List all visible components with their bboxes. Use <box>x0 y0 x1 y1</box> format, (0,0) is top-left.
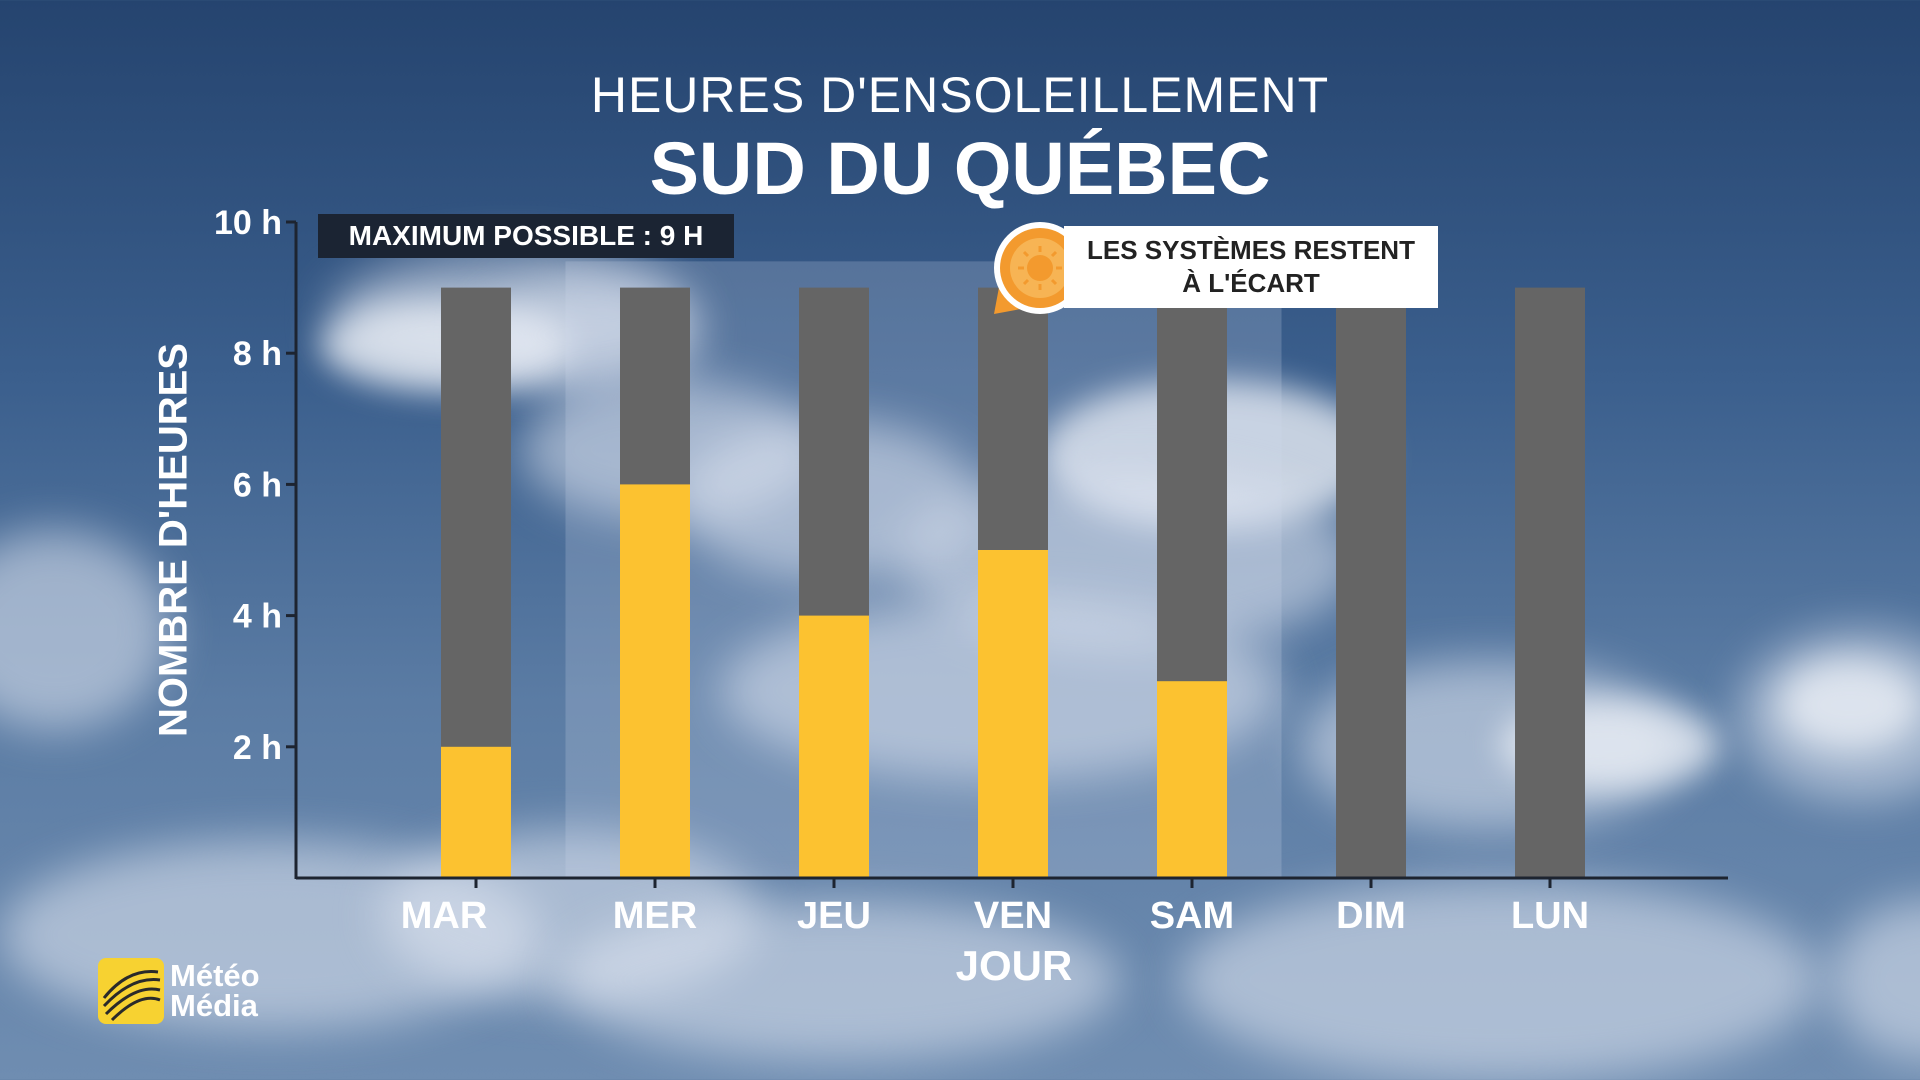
x-tick-label-mer: MER <box>613 895 697 937</box>
sun-icon <box>994 222 1086 314</box>
sunshine-bar-mer <box>620 484 690 878</box>
chart-subtitle: HEURES D'ENSOLEILLEMENT <box>590 67 1330 123</box>
sunshine-bar-ven <box>978 550 1048 878</box>
max-hours-bar-dim <box>1336 287 1406 879</box>
x-tick-label-dim: DIM <box>1336 895 1406 937</box>
sunshine-bar-mar <box>441 746 511 878</box>
callout-line-2: À L'ÉCART <box>1182 268 1320 298</box>
logo-text-line-2: Média <box>170 988 258 1023</box>
y-tick-label: 2 h <box>233 729 282 767</box>
x-tick-label-sam: SAM <box>1150 895 1234 937</box>
meteomedia-logo: Météo Média <box>98 958 260 1024</box>
y-tick-label: 4 h <box>233 598 282 636</box>
callout-box: LES SYSTÈMES RESTENT À L'ÉCART <box>1064 226 1438 308</box>
y-tick-label: 8 h <box>233 335 282 373</box>
x-tick-label-ven: VEN <box>974 895 1052 937</box>
y-tick-label: 6 h <box>233 466 282 504</box>
logo-text-line-1: Météo <box>170 958 260 993</box>
logo-globe-icon <box>98 958 164 1024</box>
x-tick-label-lun: LUN <box>1511 895 1589 937</box>
maximum-possible-label: MAXIMUM POSSIBLE : 9 H <box>318 214 734 258</box>
sunshine-bar-sam <box>1157 681 1227 878</box>
max-hours-bar-lun <box>1515 287 1585 879</box>
y-axis-label: NOMBRE D'HEURES <box>151 343 196 737</box>
chart-title: SUD DU QUÉBEC <box>649 127 1271 210</box>
y-tick-label: 10 h <box>214 204 282 242</box>
callout-line-1: LES SYSTÈMES RESTENT <box>1087 235 1415 265</box>
x-tick-label-jeu: JEU <box>797 895 871 937</box>
x-axis-label: JOUR <box>955 942 1073 989</box>
sunshine-bar-jeu <box>799 615 869 878</box>
x-tick-label-mar: MAR <box>401 895 488 937</box>
